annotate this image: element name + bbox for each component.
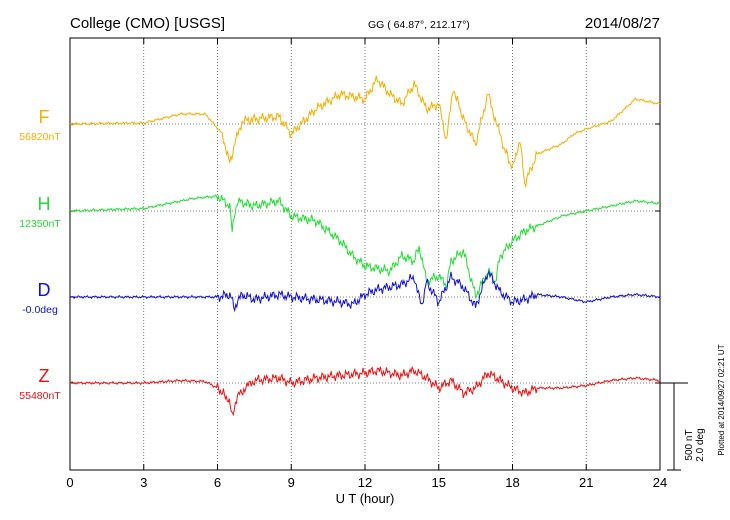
- series-line-f: [69, 75, 661, 189]
- scale-deg-label: 2.0 deg: [695, 428, 706, 461]
- series-line-d: [69, 269, 661, 313]
- series-labels: F 56820nT H 12350nT D -0.0deg Z 55480nT: [19, 107, 61, 402]
- scale-bar: 500 nT 2.0 deg: [660, 382, 706, 471]
- x-tick-label-21: 21: [579, 475, 593, 490]
- x-tick-label-6: 6: [214, 475, 221, 490]
- x-tick-label-9: 9: [288, 475, 295, 490]
- series-line-h: [69, 194, 661, 300]
- series-baseline-h: 12350nT: [19, 218, 61, 230]
- series-name-d: D: [38, 280, 51, 300]
- x-axis-label: U T (hour): [336, 491, 395, 506]
- x-tick-label-12: 12: [358, 475, 372, 490]
- x-tick-label-18: 18: [505, 475, 519, 490]
- plotted-at-note: Plotted at 2014/09/27 02:21 UT: [717, 344, 726, 455]
- series-baseline-z: 55480nT: [19, 390, 61, 402]
- x-tick-label-3: 3: [140, 475, 147, 490]
- x-tick-label-24: 24: [653, 475, 667, 490]
- series-line-z: [69, 365, 661, 417]
- series-name-f: F: [39, 107, 50, 127]
- series-name-z: Z: [39, 366, 50, 386]
- series-baseline-f: 56820nT: [19, 131, 61, 143]
- x-tick-label-0: 0: [66, 475, 73, 490]
- series-baseline-d: -0.0deg: [22, 304, 58, 316]
- x-tick-label-15: 15: [432, 475, 446, 490]
- station-coords: GG ( 64.87°, 212.17°): [368, 19, 470, 31]
- x-axis-ticks: 0 3 6 9 12 15 18 21 24: [66, 37, 667, 490]
- station-title: College (CMO) [USGS]: [70, 15, 225, 32]
- plot-date: 2014/08/27: [585, 15, 660, 32]
- series-name-h: H: [38, 194, 51, 214]
- series-traces: [69, 75, 661, 417]
- scale-nt-label: 500 nT: [684, 429, 695, 460]
- grid-lines: [70, 38, 660, 470]
